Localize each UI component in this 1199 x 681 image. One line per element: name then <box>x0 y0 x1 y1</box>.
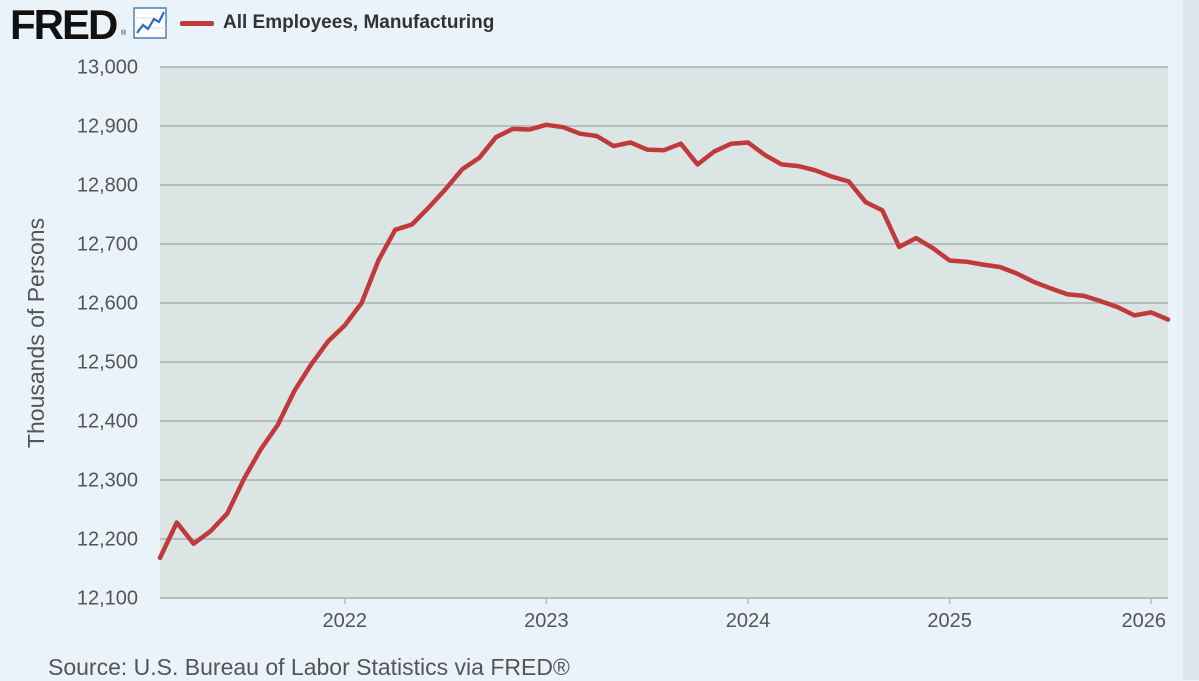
y-tick-label: 12,900 <box>77 115 138 137</box>
x-axis-ticks: 2022 2023 2024 2025 2026 <box>323 598 1166 632</box>
x-tick-label: 2024 <box>726 610 771 632</box>
y-tick-label: 13,000 <box>77 56 138 78</box>
y-tick-label: 12,500 <box>77 351 138 373</box>
trend-line-chart-icon <box>133 7 167 39</box>
fred-logo[interactable]: FRED <box>10 1 118 48</box>
y-tick-label: 12,400 <box>77 410 138 432</box>
legend: All Employees, Manufacturing <box>180 11 494 35</box>
y-axis-ticks: 12,100 12,200 12,300 12,400 12,500 12,600 12,7… <box>77 56 138 609</box>
x-tick-label: 2026 <box>1122 610 1167 632</box>
chart-header: FRED ® All Employees, Manufacturing <box>0 0 1199 50</box>
legend-label-manufacturing: All Employees, Manufacturing <box>223 12 495 33</box>
x-tick-label: 2023 <box>524 610 569 632</box>
line-chart: 12,100 12,200 12,300 12,400 12,500 12,600 12,7… <box>23 56 1171 632</box>
y-tick-label: 12,800 <box>77 174 138 196</box>
scroll-strip <box>1183 0 1199 680</box>
y-axis-title: Thousands of Persons <box>23 218 49 448</box>
plot-area <box>160 67 1168 598</box>
y-tick-label: 12,200 <box>77 528 138 550</box>
series-line-manufacturing[interactable] <box>157 122 1171 561</box>
x-tick-label: 2022 <box>323 610 368 632</box>
source-note: Source: U.S. Bureau of Labor Statistics … <box>48 654 570 680</box>
legend-swatch-manufacturing <box>180 20 214 26</box>
y-tick-label: 12,700 <box>77 233 138 255</box>
y-tick-label: 12,100 <box>77 587 138 609</box>
fred-logo-registered-mark: ® <box>121 30 127 37</box>
y-tick-label: 12,600 <box>77 292 138 314</box>
x-tick-label: 2025 <box>927 610 972 632</box>
grid-lines <box>160 66 1168 599</box>
y-tick-label: 12,300 <box>77 469 138 491</box>
